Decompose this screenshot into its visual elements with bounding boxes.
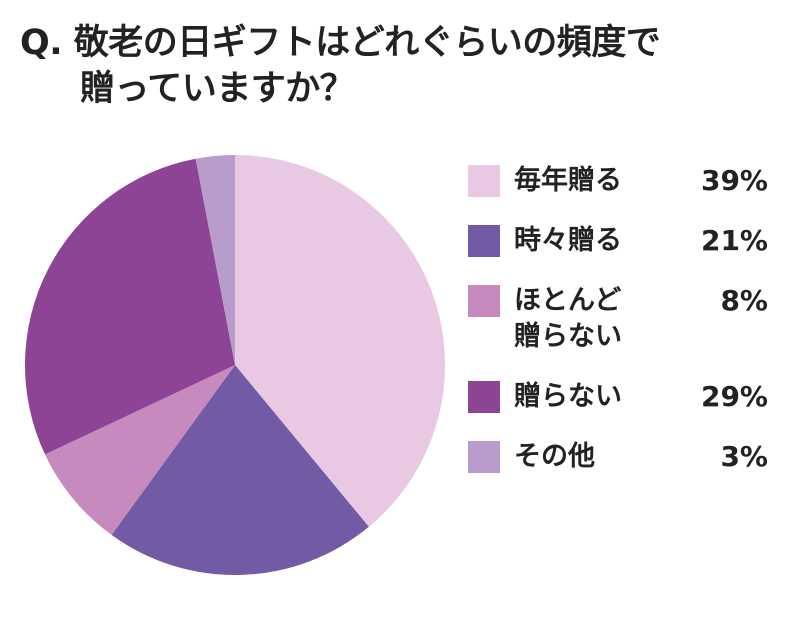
legend-swatch-1 <box>468 225 500 257</box>
legend-label-line: その他 <box>514 441 595 472</box>
legend-label-2: ほとんど 贈らない <box>514 283 644 355</box>
legend: 毎年贈る 39% 時々贈る 21% ほとんど贈らない 8% 贈らない 29% その他 3% <box>468 163 768 499</box>
pie-slice-0 <box>235 155 445 527</box>
legend-item-4: その他 3% <box>468 439 768 475</box>
legend-swatch-4 <box>468 441 500 473</box>
legend-item-1: 時々贈る 21% <box>468 223 768 259</box>
pie-slice-3 <box>24 158 236 455</box>
legend-swatch-0 <box>468 165 500 197</box>
chart-title-line-2: 贈っていますか？ <box>80 69 355 109</box>
legend-label-4: その他 <box>514 439 644 475</box>
legend-item-0: 毎年贈る 39% <box>468 163 768 199</box>
legend-value-0: 39% <box>700 164 768 197</box>
legend-label-0: 毎年贈る <box>514 163 644 199</box>
legend-label-3: 贈らない <box>514 379 644 415</box>
chart-title-line-1: Q. 敬老の日ギフトはどれぐらいの頻度で <box>20 23 661 63</box>
legend-value-3: 29% <box>700 380 768 413</box>
pie-slice-1 <box>111 365 369 575</box>
legend-label-line: 時々贈る <box>514 225 622 256</box>
legend-item-3: 贈らない 29% <box>468 379 768 415</box>
pie-slice-4 <box>195 155 235 365</box>
legend-swatch-3 <box>468 381 500 413</box>
legend-label-1: 時々贈る <box>514 223 644 259</box>
chart-title: Q. 敬老の日ギフトはどれぐらいの頻度で 贈っていますか？ <box>20 20 780 112</box>
legend-label-line: 毎年贈る <box>514 165 622 196</box>
legend-value-2: 8% <box>720 284 768 317</box>
legend-label-line: ほとんど <box>514 285 622 316</box>
legend-value-1: 21% <box>700 224 768 257</box>
legend-value-4: 3% <box>720 440 768 473</box>
legend-swatch-2 <box>468 285 500 317</box>
legend-label-line: 贈らない <box>514 381 622 412</box>
pie-slice-2 <box>44 365 235 535</box>
legend-item-2: ほとんど贈らない 8% <box>468 283 768 355</box>
pie-chart <box>24 155 445 575</box>
legend-label-line: 贈らない <box>514 321 622 352</box>
